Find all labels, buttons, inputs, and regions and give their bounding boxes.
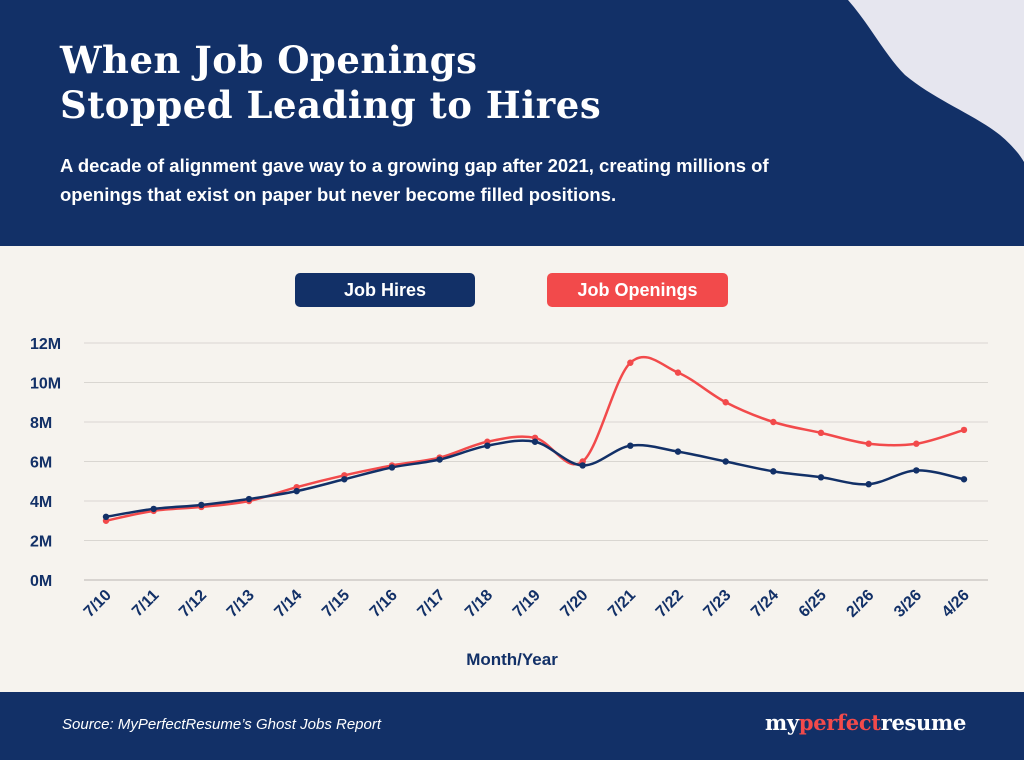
data-point-job-hires — [102, 513, 110, 520]
x-tick-label: 7/14 — [271, 587, 305, 621]
data-point-job-hires — [817, 474, 825, 481]
logo-text-resume: resume — [880, 710, 967, 735]
data-point-job-hires — [198, 501, 205, 509]
subtitle-line-1: A decade of alignment gave way to a grow… — [60, 155, 769, 176]
data-point-job-hires — [770, 468, 777, 475]
title-line-1: When Job Openings — [60, 38, 478, 82]
x-tick-label: 7/21 — [605, 587, 639, 621]
y-tick-label: 4M — [30, 494, 52, 511]
y-tick-label: 12M — [30, 336, 61, 353]
x-tick-label: 7/10 — [81, 587, 115, 621]
source-note: Source: MyPerfectResume’s Ghost Jobs Rep… — [62, 716, 382, 733]
x-axis-tick-labels: 7/10 7/11 7/12 7/13 7/14 7/15 7/16 7/17 7/18 7/19… — [81, 587, 973, 621]
data-point-job-openings — [722, 399, 729, 406]
x-tick-label: 7/17 — [414, 587, 448, 621]
logo-text-perfect: perfect — [798, 710, 881, 735]
x-tick-label: 7/13 — [224, 587, 258, 621]
chart-gridlines — [84, 342, 988, 581]
y-tick-label: 8M — [30, 415, 52, 432]
subtitle-line-2: openings that exist on paper but never b… — [60, 184, 617, 205]
logo-text-my: my — [764, 710, 799, 735]
page-title: When Job Openings Stopped Leading to Hir… — [60, 38, 601, 128]
x-tick-label: 3/26 — [891, 587, 925, 621]
footer-bar: Source: MyPerfectResume’s Ghost Jobs Rep… — [0, 692, 1024, 760]
data-point-job-hires — [674, 448, 682, 455]
data-point-job-openings — [627, 359, 634, 366]
data-point-job-hires — [388, 464, 396, 471]
data-point-job-openings — [674, 369, 682, 376]
x-tick-label: 2/26 — [843, 587, 877, 621]
x-axis-label: Month/Year — [466, 650, 558, 669]
data-point-job-hires — [579, 462, 586, 469]
data-point-job-hires — [341, 476, 348, 483]
data-point-job-hires — [960, 476, 968, 483]
x-tick-label: 7/23 — [700, 587, 734, 621]
y-axis-tick-labels: 0M 2M 4M 6M 8M 10M 12M — [30, 336, 61, 590]
x-tick-label: 7/20 — [557, 587, 591, 621]
chart-data-points — [102, 359, 968, 524]
data-point-job-hires — [531, 438, 539, 445]
data-point-job-hires — [484, 442, 491, 449]
data-point-job-hires — [913, 467, 920, 474]
y-tick-label: 6M — [30, 455, 52, 472]
x-tick-label: 7/15 — [319, 587, 353, 621]
series-line-job-hires — [104, 439, 966, 519]
x-tick-label: 6/25 — [796, 587, 830, 621]
y-tick-label: 2M — [30, 534, 52, 551]
brand-logo[interactable]: myperfectresume — [765, 710, 966, 735]
x-tick-label: 7/12 — [176, 587, 210, 621]
data-point-job-openings — [865, 440, 872, 447]
data-point-job-openings — [817, 429, 825, 437]
decorative-wave-shape — [848, 0, 1024, 162]
x-tick-label: 7/11 — [129, 587, 162, 620]
x-tick-label: 7/24 — [748, 587, 782, 621]
data-point-job-hires — [436, 456, 443, 463]
x-tick-label: 7/18 — [462, 587, 496, 621]
y-tick-label: 10M — [30, 376, 61, 393]
y-tick-label: 0M — [30, 573, 52, 590]
data-point-job-hires — [627, 442, 634, 449]
data-point-job-hires — [293, 487, 300, 495]
header-banner: When Job Openings Stopped Leading to Hir… — [0, 0, 1024, 246]
data-point-job-hires — [865, 481, 872, 488]
data-point-job-openings — [960, 426, 968, 434]
x-tick-label: 7/22 — [653, 587, 687, 621]
legend-job-openings: Job Openings — [547, 273, 728, 307]
data-point-job-hires — [245, 495, 253, 503]
x-tick-label: 7/19 — [510, 587, 544, 621]
data-point-job-openings — [913, 440, 920, 447]
data-point-job-hires — [722, 458, 729, 465]
x-tick-label: 7/16 — [367, 587, 401, 621]
title-line-2: Stopped Leading to Hires — [60, 83, 602, 127]
legend-job-hires: Job Hires — [295, 273, 475, 307]
page-subtitle: A decade of alignment gave way to a grow… — [60, 151, 860, 209]
data-point-job-hires — [150, 505, 157, 513]
x-tick-label: 4/26 — [939, 587, 973, 621]
data-point-job-openings — [770, 418, 777, 426]
